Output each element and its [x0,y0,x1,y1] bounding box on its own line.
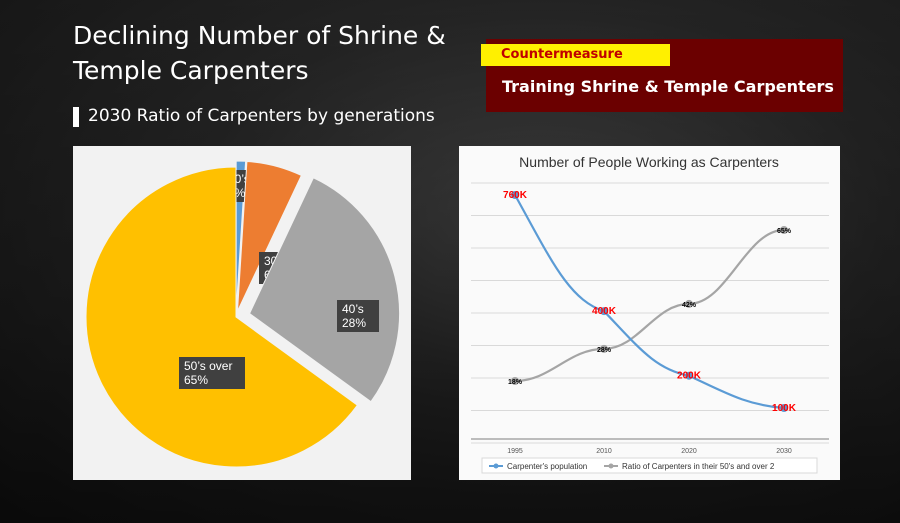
data-point [780,404,788,412]
data-label: 28% [597,347,612,354]
subtitle: 2030 Ratio of Carpenters by generations [88,106,435,126]
pie-slice [248,177,401,403]
x-tick-label: 2030 [776,448,792,455]
data-label: 200K [677,371,702,382]
data-label: 100K [772,403,797,414]
slide-title: Declining Number of Shrine & Temple Carp… [73,18,446,88]
line-chart-title: Number of People Working as Carpenters [519,154,779,170]
legend-marker [493,463,499,469]
chart-legend: Carpenter's population Ratio of Carpenter… [481,457,818,474]
data-point [780,226,788,234]
pie-label-value: 28% [342,316,366,330]
x-tick-label: 2020 [681,448,697,455]
pie-slice [85,166,359,468]
line-chart-panel: Number of People Working as Carpenters 19… [459,146,840,480]
pie-slice [236,160,303,312]
line-chart: Number of People Working as Carpenters 19… [471,154,829,474]
data-point [685,371,693,380]
pie-label-value: 65% [184,373,208,387]
series-line [514,228,785,383]
countermeasure-text: Training Shrine & Temple Carpenters [502,77,834,96]
data-label: 18% [508,379,523,386]
legend-label: Ratio of Carpenters in their 50's and ov… [622,462,775,471]
pie-label-category: 40’s [342,302,364,316]
legend-marker [608,463,614,469]
x-tick-label: 2010 [596,448,612,455]
data-label: 42% [682,302,697,309]
data-point [511,191,519,199]
title-line-1: Declining Number of Shrine & [73,21,446,50]
pie-label-category: 50’s over [184,359,232,373]
data-point [600,307,608,316]
data-point [685,299,693,308]
data-label: 65% [777,228,792,235]
pie-data-label: 40’s28% [337,300,379,332]
title-line-2: Temple Carpenters [73,56,309,85]
data-label: 400K [592,306,617,317]
series-line [514,194,785,410]
countermeasure-tag: Countermeasure [481,44,670,66]
data-point [511,377,519,385]
x-tick-label: 1995 [507,448,523,455]
data-point [600,344,608,353]
subtitle-marker [73,107,79,127]
legend-label: Carpenter's population [507,462,587,471]
data-label: 760K [503,190,528,201]
